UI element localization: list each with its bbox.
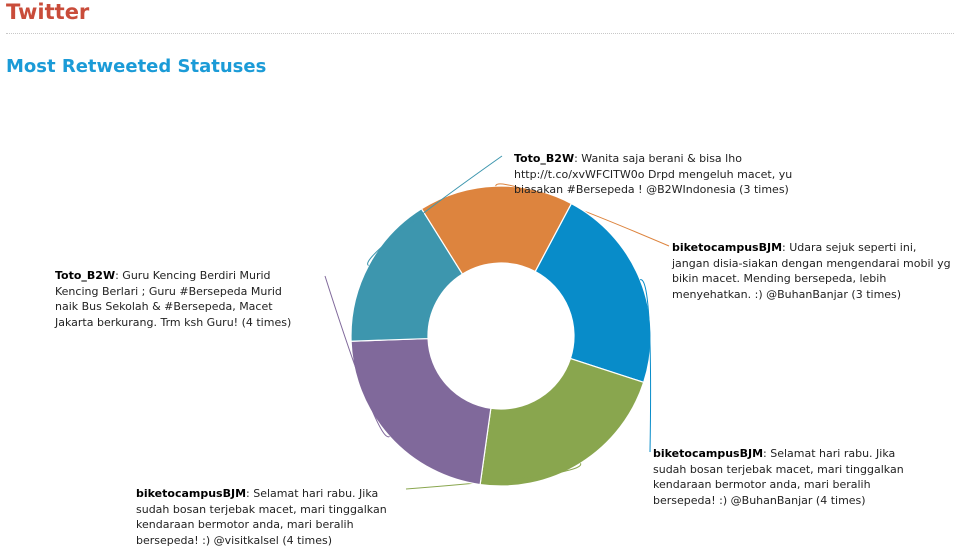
connector-line-1 — [639, 279, 652, 453]
donut-slice-2[interactable] — [479, 357, 645, 487]
slice-label-text: : Selamat hari rabu. Jika sudah bosan te… — [653, 447, 904, 507]
slice-label-text: : Udara sejuk seperti ini, jangan disia-… — [672, 241, 951, 301]
connector-line-2 — [405, 462, 582, 490]
slice-label-0: biketocampusBJM: Udara sejuk seperti ini… — [672, 240, 954, 302]
slice-label-user: Toto_B2W — [514, 152, 575, 165]
page-title: Twitter — [6, 0, 90, 24]
slice-label-user: biketocampusBJM — [672, 241, 783, 254]
slice-label-user: Toto_B2W — [55, 269, 116, 282]
donut-slice-0[interactable] — [420, 185, 573, 275]
slice-label-text: : Selamat hari rabu. Jika sudah bosan te… — [136, 487, 387, 547]
slice-label-user: biketocampusBJM — [653, 447, 764, 460]
connector-line-3 — [324, 275, 390, 438]
slice-label-3: Toto_B2W: Guru Kencing Berdiri Murid Ken… — [55, 268, 305, 330]
slice-label-user: biketocampusBJM — [136, 487, 247, 500]
title-divider — [6, 33, 954, 34]
donut-slice-3[interactable] — [350, 337, 492, 486]
donut-slice-4[interactable] — [350, 207, 464, 342]
slice-label-text: : Guru Kencing Berdiri Murid Kencing Ber… — [55, 269, 292, 329]
connector-line-0 — [495, 183, 670, 247]
donut-slice-1[interactable] — [534, 202, 652, 384]
section-title: Most Retweeted Statuses — [6, 56, 267, 77]
connector-line-4 — [367, 155, 503, 267]
slice-label-1: biketocampusBJM: Selamat hari rabu. Jika… — [653, 446, 923, 508]
slice-label-4: Toto_B2W: Wanita saja berani & bisa lho … — [514, 151, 796, 198]
slice-label-text: : Wanita saja berani & bisa lho http://t… — [514, 152, 793, 196]
slice-label-2: biketocampusBJM: Selamat hari rabu. Jika… — [136, 486, 408, 548]
